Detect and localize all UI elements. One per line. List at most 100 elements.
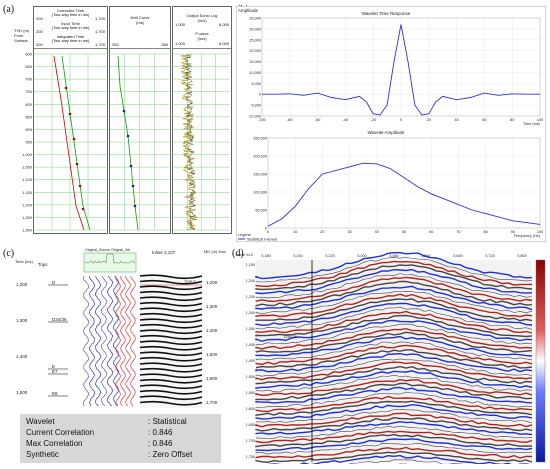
drift-track: Drift Curve (ms) 250 280 (109, 6, 171, 234)
pwave-title: P-wave (195, 31, 209, 36)
top-x-tick: 40 (454, 118, 458, 122)
checkshot-point (78, 184, 82, 188)
seismic-reflector (255, 378, 533, 397)
seismic-reflector (139, 296, 203, 302)
seismic-x-tick: 3,000 (357, 254, 367, 258)
top-name: E (52, 364, 55, 369)
pwave-max: 6,000 (218, 41, 229, 46)
seismic-reflector (139, 329, 203, 335)
synthetic-trace (106, 275, 114, 407)
checkshot-point (68, 112, 72, 116)
seismic-reflector (255, 352, 533, 373)
seismic-reflector (139, 279, 203, 285)
synthetic-trace (82, 275, 90, 407)
stat-value: : 0.846 (148, 428, 173, 437)
pwave-log-curve (184, 53, 197, 231)
seismic-reflector (255, 285, 533, 311)
synthetic-trace-red (120, 275, 126, 407)
md-tick: 1,200 (206, 280, 218, 285)
bottom-x-tick: 70 (456, 230, 460, 234)
top-y-tick: -10,000 (248, 115, 261, 119)
seismic-reflector (139, 362, 203, 368)
panel-b-frame (235, 5, 547, 243)
top-y-tick: 20,000 (249, 49, 261, 53)
synthetic-trace (100, 275, 108, 407)
seismic-reflector (139, 367, 203, 373)
corrected-time-unit: (Two-way time in ms) (51, 12, 90, 17)
seismic-reflector (255, 416, 533, 432)
seismic-reflector (139, 351, 203, 357)
seismic-reflector (255, 395, 533, 413)
depth-tick-label: 950 (25, 140, 32, 145)
top-x-tick: -40 (343, 118, 349, 122)
stat-value: : 0.846 (148, 439, 173, 448)
seismic-reflector (255, 290, 533, 315)
top-y-label: Amplitude (238, 8, 259, 13)
time-track-header: Corrected Time (Two-way time in ms) 200 … (34, 7, 107, 49)
stat-value: : Zero Offset (148, 450, 193, 459)
seismic-reflector (255, 442, 533, 455)
checkshot-point (64, 86, 68, 90)
seismic-y-tick: 1,550 (245, 391, 255, 395)
bottom-x-tick: 20 (320, 230, 324, 234)
seismic-reflector (255, 323, 533, 346)
seismic-reflector (139, 290, 203, 296)
corrected-time-title: Corrected Time (56, 8, 85, 13)
top-y-tick: 5,000 (251, 82, 261, 86)
seismic-reflector (255, 314, 533, 338)
pwave-min: 1,000 (175, 41, 186, 46)
seismic-reflector (255, 420, 533, 436)
wavelet-inset (83, 252, 137, 273)
integrated-time-curve (61, 55, 91, 231)
integrated-time-title: Integrated Time (56, 34, 85, 39)
time-track: Corrected Time (Two-way time in ms) 200 … (33, 6, 108, 234)
seismic-reflector (255, 273, 533, 299)
seismic-reflector (255, 391, 533, 408)
seismic-reflector (255, 370, 533, 390)
depth-tick-label: 850 (25, 114, 32, 119)
seismic-reflector (139, 274, 203, 280)
tvd-label: TVD (m) From Surface (14, 28, 30, 43)
bottom-y-tick: 100,000 (253, 191, 267, 195)
seismic-reflector (255, 341, 533, 361)
seismic-reflector (139, 307, 203, 313)
drift-min: 250 (112, 42, 119, 47)
bottom-y-tick: 200,000 (253, 155, 267, 159)
checkshot-point (72, 137, 76, 141)
seismic-y-tick: 1,700 (245, 439, 255, 443)
panel-b: Wavelet Time Response Amplitude 35,000 30,0… (235, 5, 547, 243)
depth-tick-label: 1,150 (22, 190, 33, 195)
time-tick: 1,500 (16, 390, 28, 395)
panel-label-a: (a) (3, 4, 15, 15)
bottom-x-tick: 0 (267, 230, 269, 234)
depth-tick-label: 1,050 (22, 165, 33, 170)
seismic-reflector (255, 438, 533, 452)
stat-label: Wavelet (26, 417, 55, 426)
seismic-reflector (139, 340, 203, 346)
seismic-reflector (255, 302, 533, 326)
depth-tick-label: 1,100 (22, 177, 33, 182)
seismic-y-tick: 1,300 (245, 311, 255, 315)
input-time-unit: (Two-way time in ms) (51, 25, 90, 30)
panel-a: TVD (m) From Surface Corrected Time (Two… (14, 6, 232, 234)
seismic-reflector (255, 344, 533, 366)
bottom-y-tick: 0 (265, 227, 267, 231)
drift-max: 280 (161, 42, 168, 47)
top-y-tick: 0 (259, 93, 261, 97)
seismic-x-tick: 3,180 (261, 254, 271, 258)
seismic-reflector (255, 433, 533, 448)
seismic-reflector (255, 386, 533, 404)
seismic-reflector (139, 389, 203, 395)
seismic-x-tick: 3,240 (293, 254, 303, 258)
wavelet-stats-box: Wavelet : Statistical Current Correlatio… (20, 414, 221, 463)
wavelet-time-line (262, 24, 540, 116)
input-max: 1,700 (94, 29, 105, 34)
seismic-reflector (255, 349, 533, 369)
input-time-title: Input Time (61, 21, 80, 26)
seismic-y-tick: 1,150 (245, 263, 255, 267)
seismic-reflector (255, 319, 533, 342)
seismic-reflector (255, 446, 532, 459)
wavelet-amplitude-line (267, 162, 541, 227)
md-tick: 1,700 (206, 400, 218, 405)
bottom-x-tick: 60 (429, 230, 433, 234)
